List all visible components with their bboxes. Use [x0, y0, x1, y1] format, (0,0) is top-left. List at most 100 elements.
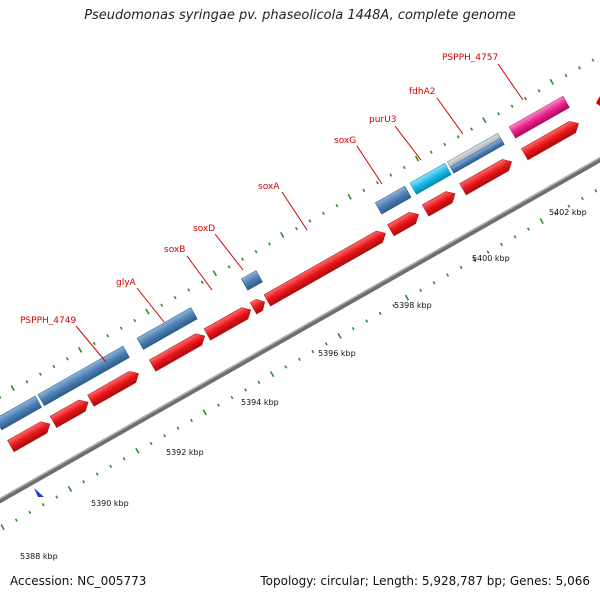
outer-tick	[402, 165, 406, 170]
gene-labels: PSPPH_4749 glyA soxB soxD soxA soxG purU…	[20, 53, 498, 326]
feature-reverse-2[interactable]	[37, 345, 130, 407]
outer-tick	[77, 346, 83, 353]
map-title: Pseudomonas syringae pv. phaseolicola 14…	[84, 8, 516, 23]
feature-PSPPH_4757[interactable]	[508, 95, 570, 139]
inner-tick	[594, 189, 598, 193]
inner-tick	[202, 409, 207, 416]
feature-soxG-fwd[interactable]	[387, 209, 422, 237]
inner-tick	[269, 371, 275, 378]
inner-tick	[378, 311, 382, 316]
feature-forward-1[interactable]	[7, 418, 54, 453]
inner-tick	[55, 495, 59, 499]
outer-tick	[456, 135, 460, 139]
scale-label: 5396 kbp	[318, 349, 356, 358]
inner-tick	[122, 457, 126, 461]
feature-forward-2[interactable]	[49, 397, 91, 428]
inner-tick	[82, 480, 86, 484]
gene-callouts	[75, 63, 524, 363]
gene-label[interactable]: glyA	[116, 278, 137, 288]
feature-reverse-3[interactable]	[136, 307, 198, 350]
outer-tick	[187, 288, 191, 292]
outer-tick	[482, 117, 487, 124]
gene-label[interactable]: soxB	[164, 245, 185, 255]
inner-tick	[190, 418, 193, 423]
inner-tick	[244, 388, 247, 392]
inner-tick	[28, 510, 32, 515]
inner-tick	[365, 319, 369, 323]
inner-tick	[324, 342, 328, 346]
inner-tick	[109, 464, 113, 469]
inner-tick	[567, 204, 571, 208]
outer-tick	[308, 219, 312, 223]
gene-label[interactable]: soxA	[258, 182, 280, 192]
outer-tick	[524, 96, 528, 101]
feature-fdhA2[interactable]	[450, 138, 505, 174]
inner-tick	[297, 357, 301, 361]
feature-soxD[interactable]	[240, 270, 263, 291]
inner-tick	[217, 403, 220, 407]
outer-tick	[25, 380, 29, 384]
outer-tick	[510, 104, 514, 108]
outer-tick	[321, 211, 325, 216]
feature-purU3[interactable]	[409, 163, 452, 195]
feature-soxB[interactable]	[203, 304, 254, 341]
outer-tick	[38, 372, 42, 376]
feature-PSPPH_4757-fwd[interactable]	[521, 118, 581, 161]
inner-tick	[472, 256, 477, 263]
outer-tick	[160, 303, 164, 307]
outer-tick	[564, 73, 568, 78]
gene-label[interactable]: soxD	[193, 224, 215, 234]
accession-text: Accession: NC_005773	[10, 574, 147, 588]
outer-tick	[443, 142, 447, 147]
outer-tick	[375, 181, 379, 185]
scroll-right-icon[interactable]	[596, 96, 600, 106]
inner-tick	[284, 365, 288, 369]
outer-tick	[200, 280, 204, 284]
outer-tick	[133, 318, 137, 323]
genome-stats-text: Topology: circular; Length: 5,928,787 bp…	[260, 574, 590, 588]
scale-label: 5400 kbp	[472, 254, 510, 263]
feature-soxG[interactable]	[374, 185, 412, 215]
scale-label: 5398 kbp	[394, 301, 432, 310]
outer-tick	[145, 308, 150, 315]
outer-tick	[591, 58, 595, 62]
outer-tick	[119, 326, 123, 330]
outer-tick-row	[0, 58, 595, 399]
inner-tick	[67, 485, 73, 492]
feature-purU3-fwd[interactable]	[422, 188, 458, 217]
feature-glyA[interactable]	[148, 330, 208, 372]
outer-tick	[241, 257, 244, 261]
outer-tick	[106, 334, 110, 338]
inner-tick	[513, 235, 517, 239]
feature-forward-3[interactable]	[87, 368, 142, 407]
scale-label: 5392 kbp	[166, 448, 204, 457]
inner-tick	[0, 524, 5, 531]
inner-tick	[539, 218, 544, 225]
outer-tick	[347, 193, 352, 200]
gene-label[interactable]: fdhA2	[409, 87, 435, 97]
gene-label[interactable]: PSPPH_4757	[442, 53, 498, 63]
inner-tick	[432, 281, 436, 285]
inner-tick	[553, 212, 557, 216]
feature-fdhA2-fwd[interactable]	[459, 156, 515, 196]
feature-reverse-1[interactable]	[0, 395, 43, 431]
outer-tick	[254, 249, 258, 254]
feature-soxA[interactable]	[263, 228, 389, 307]
gene-label[interactable]: PSPPH_4749	[20, 316, 76, 326]
feature-soxD-fwd[interactable]	[249, 296, 268, 315]
gene-label[interactable]: purU3	[369, 115, 396, 125]
inner-tick	[230, 395, 234, 400]
outer-tick	[92, 341, 96, 346]
outer-tick	[549, 78, 554, 85]
outer-tick	[497, 112, 501, 116]
outer-tick	[429, 150, 433, 154]
scroll-left-icon[interactable]	[34, 488, 44, 497]
inner-tick	[176, 426, 180, 430]
gene-label[interactable]: soxG	[334, 136, 356, 146]
inner-tick	[392, 303, 396, 308]
outer-tick	[470, 127, 474, 131]
outer-tick	[173, 295, 177, 300]
inner-tick	[311, 349, 315, 354]
